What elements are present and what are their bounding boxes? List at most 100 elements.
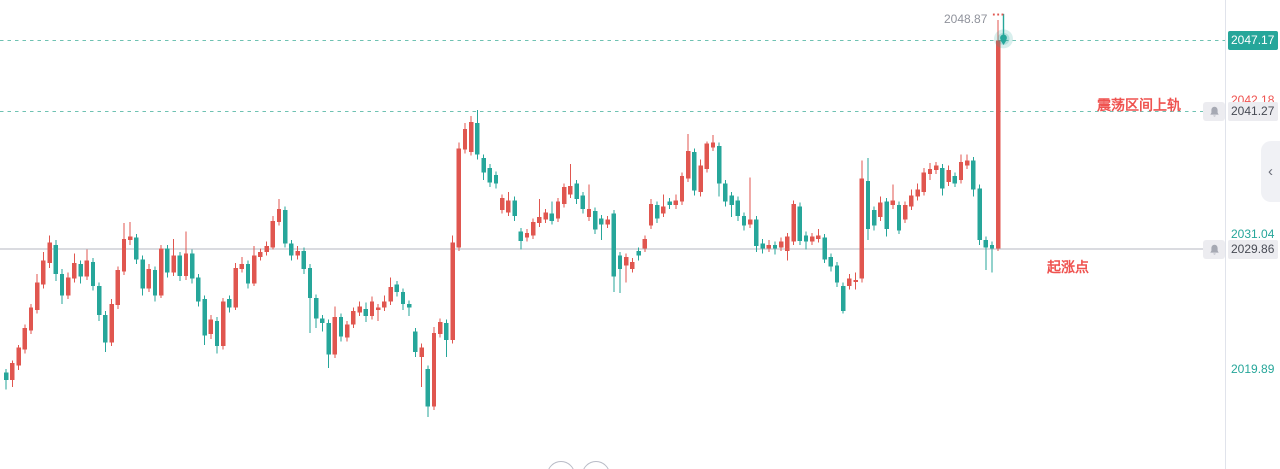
candle bbox=[301, 250, 306, 269]
candlestick-chart[interactable] bbox=[0, 0, 1225, 469]
candle bbox=[419, 347, 424, 357]
candle bbox=[599, 218, 604, 225]
candle bbox=[531, 222, 536, 236]
alert-line-label-base[interactable]: 2029.86 bbox=[1203, 240, 1278, 259]
candle bbox=[766, 244, 771, 249]
collapse-panel-button[interactable]: ‹ bbox=[1261, 141, 1280, 202]
candle bbox=[320, 318, 325, 324]
candle bbox=[41, 260, 46, 285]
candle bbox=[177, 255, 182, 277]
candle bbox=[382, 301, 387, 308]
candle bbox=[611, 213, 616, 277]
candle bbox=[605, 219, 610, 225]
candle bbox=[66, 277, 71, 296]
candle bbox=[698, 165, 703, 192]
candle bbox=[686, 150, 691, 179]
candle bbox=[462, 129, 468, 150]
candle bbox=[884, 201, 889, 230]
candle bbox=[332, 317, 337, 355]
candle bbox=[872, 210, 877, 226]
candle bbox=[258, 252, 263, 257]
candle bbox=[859, 178, 864, 279]
price-label-low: 2019.89 bbox=[1231, 362, 1275, 376]
candle bbox=[338, 317, 344, 337]
candle bbox=[692, 152, 697, 191]
candle bbox=[723, 183, 728, 202]
candle bbox=[810, 236, 815, 242]
candle bbox=[717, 146, 722, 184]
candle bbox=[233, 267, 238, 308]
alert-bell-icon[interactable] bbox=[1203, 102, 1225, 121]
candle bbox=[487, 167, 492, 183]
candle bbox=[828, 257, 833, 267]
candle bbox=[388, 287, 393, 302]
candle bbox=[549, 213, 554, 221]
candle bbox=[59, 273, 65, 296]
candle bbox=[121, 238, 127, 272]
candle bbox=[853, 279, 858, 283]
candle bbox=[500, 197, 505, 210]
candle bbox=[202, 299, 207, 336]
candle bbox=[481, 158, 486, 173]
candle bbox=[816, 235, 821, 239]
price-axis-border bbox=[1225, 0, 1226, 469]
candle bbox=[580, 195, 585, 209]
candle bbox=[679, 176, 685, 202]
candle bbox=[431, 332, 437, 407]
alert-line-label-upper[interactable]: 2041.27 bbox=[1203, 102, 1278, 121]
candle bbox=[252, 255, 257, 284]
candle bbox=[456, 148, 461, 248]
candle bbox=[983, 240, 988, 248]
candle bbox=[214, 320, 220, 347]
candle bbox=[896, 205, 902, 231]
candle bbox=[351, 311, 356, 325]
candle bbox=[636, 250, 641, 256]
candle bbox=[289, 243, 294, 256]
candle bbox=[661, 206, 666, 214]
candle bbox=[413, 331, 418, 353]
candle bbox=[667, 201, 672, 206]
candle bbox=[72, 263, 77, 279]
candle bbox=[146, 269, 151, 289]
candle bbox=[128, 236, 133, 241]
candle bbox=[617, 255, 623, 269]
candle bbox=[190, 253, 195, 279]
candle bbox=[772, 244, 778, 249]
candle bbox=[227, 299, 232, 308]
candle bbox=[493, 175, 499, 184]
candle bbox=[357, 306, 362, 313]
candle bbox=[977, 188, 982, 241]
candle bbox=[779, 241, 784, 248]
candle bbox=[952, 176, 957, 184]
candle bbox=[791, 203, 796, 242]
candle bbox=[134, 237, 139, 260]
candle bbox=[735, 200, 740, 216]
candle bbox=[363, 308, 368, 316]
candle bbox=[989, 244, 995, 249]
candle bbox=[245, 264, 251, 284]
candle bbox=[326, 323, 331, 355]
candle bbox=[506, 200, 511, 213]
candle bbox=[934, 165, 939, 171]
candle bbox=[921, 172, 926, 192]
candle bbox=[518, 231, 523, 242]
candle bbox=[524, 232, 530, 238]
candle bbox=[574, 183, 579, 200]
candle bbox=[847, 278, 852, 286]
candle bbox=[400, 291, 406, 304]
candle bbox=[754, 219, 759, 247]
candle bbox=[4, 372, 9, 380]
alert-bell-icon[interactable] bbox=[1203, 240, 1225, 259]
candle bbox=[760, 243, 765, 249]
candle bbox=[797, 206, 802, 242]
candle bbox=[624, 257, 629, 266]
candle bbox=[47, 242, 52, 263]
candle bbox=[903, 205, 908, 220]
high-price-label: 2048.87 bbox=[944, 12, 988, 26]
high-price-dots-icon: ··· bbox=[992, 7, 1005, 22]
candle bbox=[84, 260, 89, 277]
candle bbox=[940, 167, 945, 189]
candle bbox=[971, 160, 976, 190]
candle bbox=[642, 238, 647, 249]
